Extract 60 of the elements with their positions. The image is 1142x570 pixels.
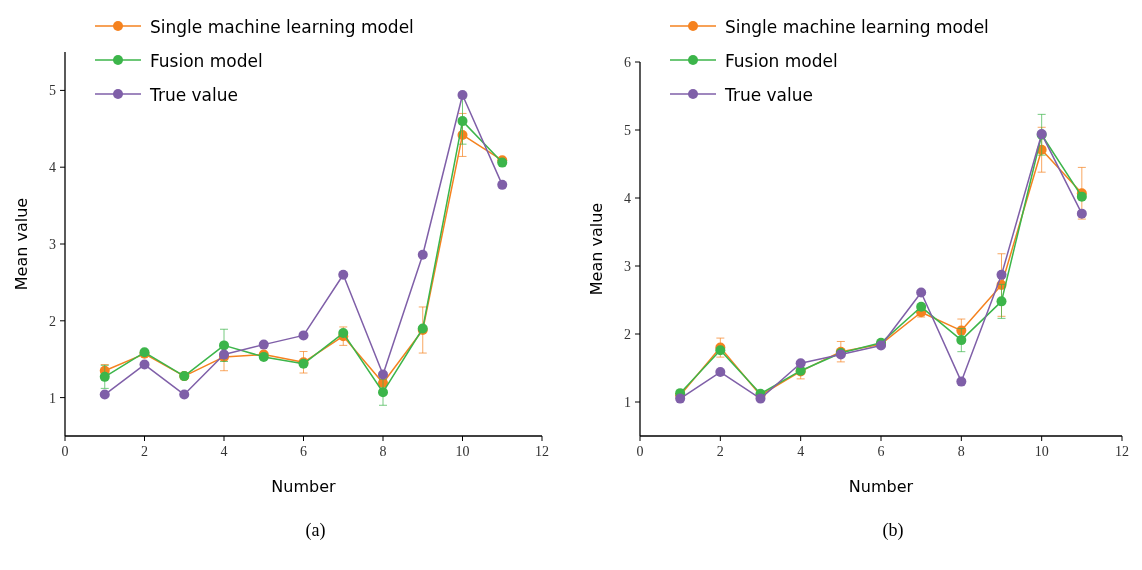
point [139, 359, 150, 370]
x-tick-label: 4 [220, 444, 228, 459]
point [457, 116, 468, 127]
legend-label: True value [149, 85, 238, 105]
text: (b) [882, 520, 904, 541]
x-tick-label: 6 [300, 444, 307, 459]
y-tick-label: 1 [49, 390, 56, 406]
point [417, 249, 428, 260]
x-tick-label: 8 [957, 444, 965, 459]
point [996, 269, 1007, 280]
point [916, 301, 927, 312]
point [956, 376, 967, 387]
point [378, 369, 388, 380]
text: (a) [305, 520, 326, 541]
point [916, 287, 927, 298]
x-axis-title: Number [848, 477, 914, 496]
point [996, 296, 1007, 307]
y-tick-label: 1 [624, 395, 631, 410]
y-tick-label: 3 [624, 259, 631, 274]
x-tick-label: 12 [535, 444, 549, 459]
point [179, 389, 190, 400]
legend-label: True value [724, 85, 813, 105]
y-axis-title: Mean value [587, 202, 606, 296]
legend-label: Fusion model [150, 51, 263, 71]
point [956, 335, 967, 346]
y-tick-label: 5 [49, 83, 56, 99]
x-tick-label: 2 [141, 444, 148, 459]
legend-label: Fusion model [725, 51, 838, 71]
x-tick-label: 4 [797, 444, 805, 459]
x-tick-label: 12 [1115, 444, 1129, 459]
point [715, 367, 726, 378]
y-tick-label: 2 [624, 327, 631, 342]
y-tick-label: 5 [624, 123, 631, 138]
legend-label: Single machine learning model [725, 17, 989, 37]
x-tick-label: 10 [1034, 444, 1049, 459]
y-tick-label: 2 [49, 313, 56, 329]
x-tick-label: 8 [379, 444, 387, 459]
x-tick-label: 0 [61, 444, 69, 459]
x-tick-label: 6 [877, 444, 885, 459]
legend-label: Single machine learning model [150, 17, 414, 37]
point [378, 387, 388, 398]
x-tick-label: 0 [636, 444, 644, 459]
point [99, 371, 110, 382]
point [298, 330, 309, 341]
y-tick-label: 4 [624, 191, 631, 206]
point [99, 389, 110, 400]
x-tick-label: 10 [455, 444, 470, 459]
y-axis-title: Mean value [12, 197, 31, 291]
x-axis-title: Number [271, 477, 337, 496]
y-tick-label: 4 [49, 160, 56, 176]
point [497, 179, 508, 190]
point [338, 269, 349, 280]
point [795, 358, 806, 369]
point [219, 340, 229, 351]
y-tick-label: 6 [624, 55, 631, 70]
point [457, 90, 468, 101]
point [258, 339, 269, 350]
x-tick-label: 2 [716, 444, 724, 459]
y-tick-label: 3 [49, 237, 56, 252]
point [1076, 208, 1087, 219]
